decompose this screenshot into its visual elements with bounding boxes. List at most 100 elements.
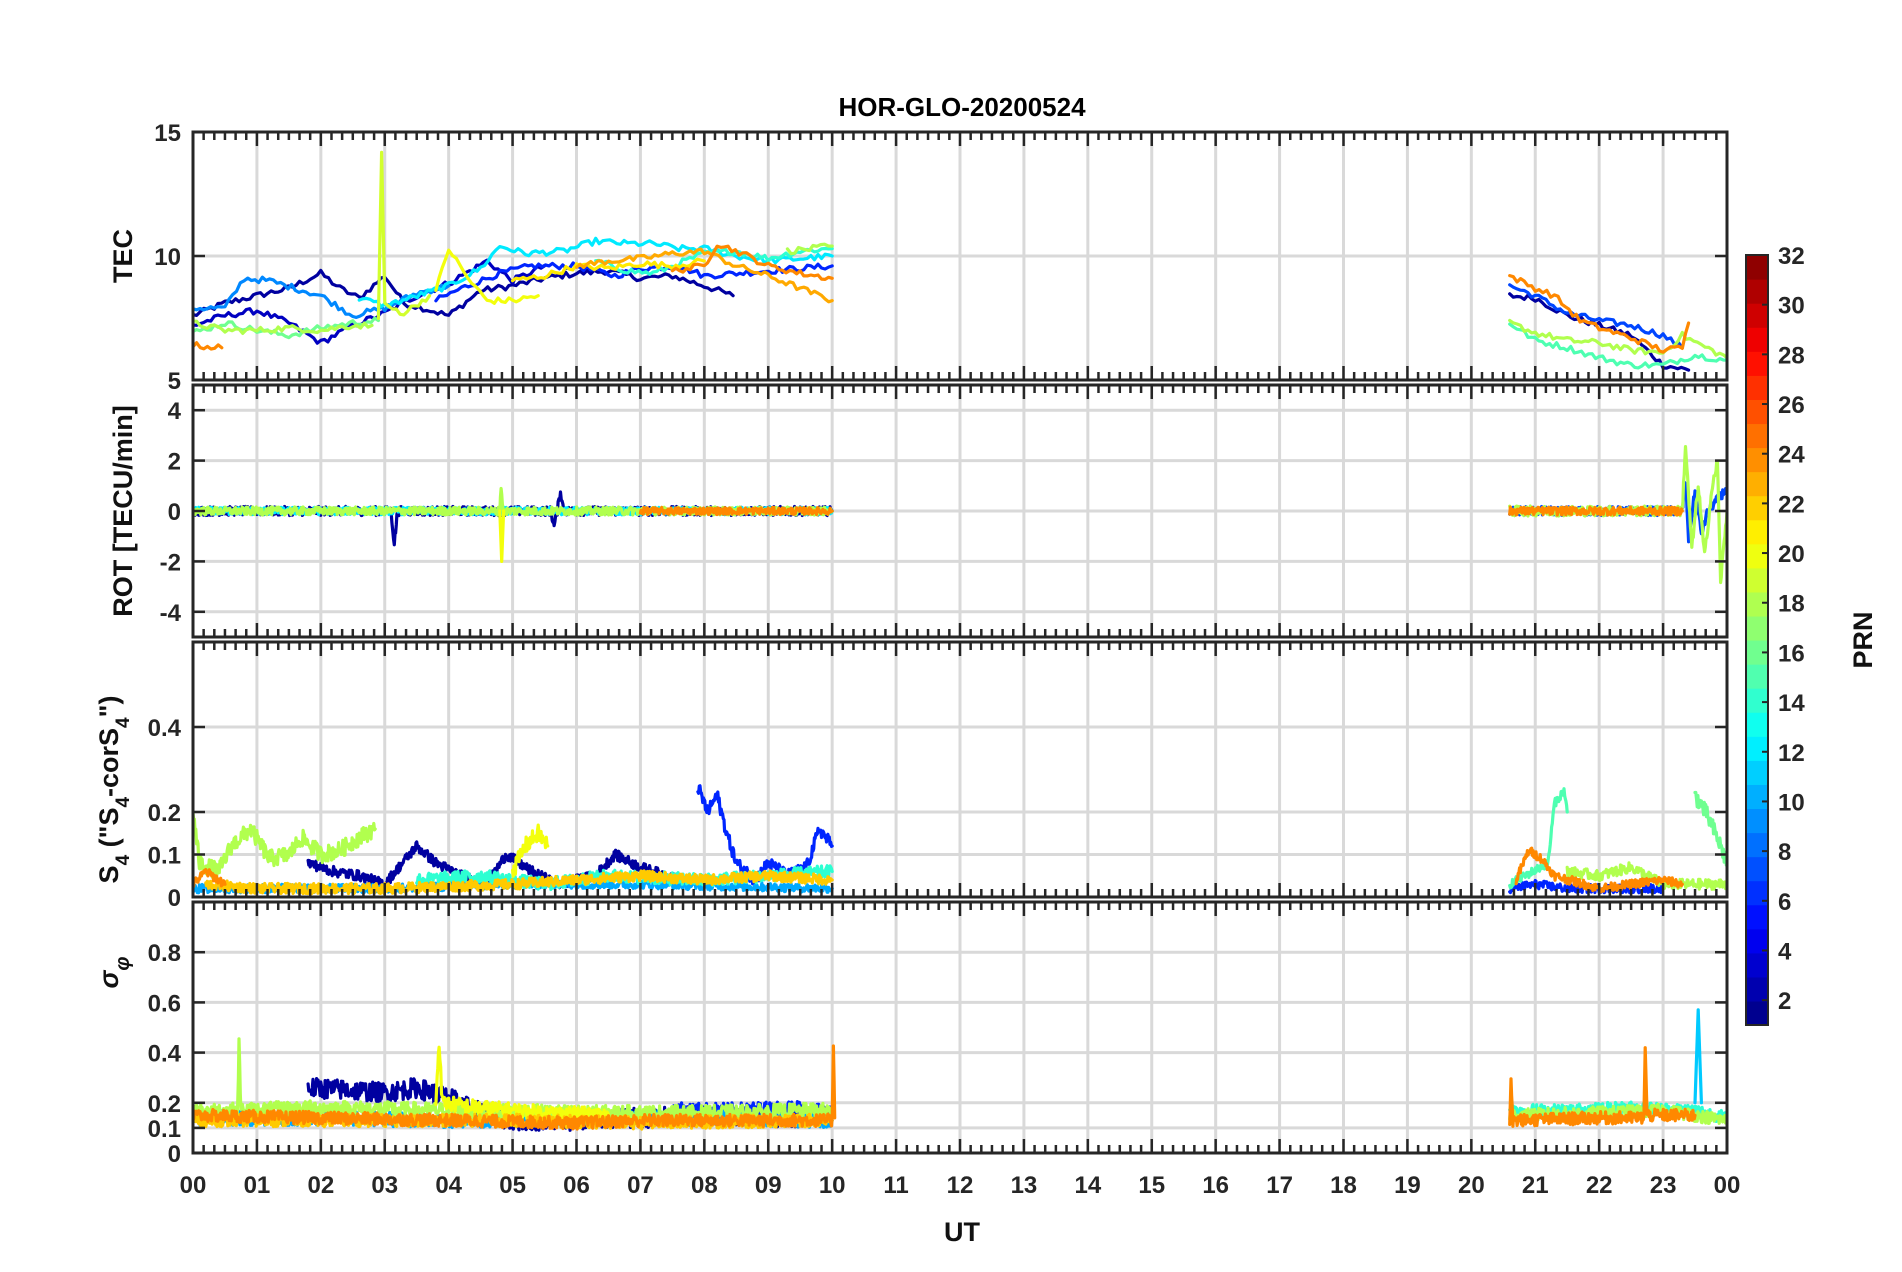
x-tick-marks: [191, 132, 1729, 380]
colorbar-segment: [1746, 591, 1768, 617]
colorbar-tick-label: 14: [1778, 690, 1805, 717]
y-tick-label: 0.1: [148, 843, 181, 870]
colorbar-segment: [1746, 495, 1768, 521]
y-tick-label: -4: [160, 600, 182, 627]
panel-grid: [193, 642, 1727, 897]
series-prn-18-tec-12: [1508, 318, 1727, 360]
series-prn-9-tec-5: [193, 275, 451, 319]
y-tick-label: 0: [168, 885, 181, 912]
panel-s4: 00.10.20.4S4 ("S4-corS4"): [94, 640, 1729, 912]
y-tick-label: 0.4: [148, 715, 182, 742]
colorbar-tick-label: 20: [1778, 541, 1805, 568]
y-tick-label: 0: [168, 499, 181, 526]
colorbar-segment: [1746, 279, 1768, 304]
x-tick-label: 13: [1011, 1172, 1038, 1199]
series-prn-24-tec-19: [1508, 274, 1691, 354]
y-axis-label-part: σ: [94, 970, 124, 989]
series-prn-20-sigma-7: [434, 1045, 611, 1124]
colorbar-segment: [1746, 303, 1768, 328]
series-prn-3-tec-2: [193, 258, 547, 345]
series-prn-24-tec-17: [193, 341, 224, 351]
colorbar-tick-label: 16: [1778, 640, 1805, 667]
colorbar-segment: [1746, 640, 1768, 665]
y-axis-label-s4: S4 ("S4-corS4"): [94, 696, 134, 884]
colorbar-segment: [1746, 447, 1768, 473]
colorbar-segment: [1746, 808, 1768, 834]
colorbar-tick-label: 10: [1778, 789, 1805, 816]
series-prn-23-tec-16: [574, 247, 834, 304]
colorbar-segment: [1746, 375, 1768, 400]
x-tick-label: 19: [1394, 1172, 1421, 1199]
chart-title: HOR-GLO-20200524: [838, 92, 1086, 122]
panel-rot: -4 -2 0 2 4 ROT [TECU/min]: [108, 383, 1729, 639]
y-axis-label-part: "): [94, 696, 124, 718]
colorbar-segment: [1746, 519, 1768, 545]
colorbar-segment: [1746, 399, 1768, 425]
x-tick-marks: [191, 385, 1729, 637]
x-tick-label: 00: [1714, 1172, 1741, 1199]
y-axis-rot: -4 -2 0 2 4: [160, 398, 1727, 627]
colorbar-tick-label: 6: [1778, 889, 1791, 916]
colorbar-segment: [1746, 880, 1768, 906]
x-tick-label: 08: [691, 1172, 718, 1199]
y-tick-label: 0.1: [148, 1116, 181, 1143]
x-tick-marks: [191, 902, 1729, 1153]
x-tick-label: 18: [1330, 1172, 1357, 1199]
x-tick-label: 12: [947, 1172, 974, 1199]
x-tick-marks: [191, 642, 1729, 897]
y-tick-label: 0.2: [148, 1091, 181, 1118]
series-prn-18-tec-10: [193, 319, 374, 335]
series-prn-19-tec-13: [376, 150, 432, 320]
y-axis-label-part: 4: [113, 854, 134, 865]
x-tick-label: 21: [1522, 1172, 1549, 1199]
series-prn-18-s4-7: [193, 811, 377, 880]
series-prn-24-sigma-9: [193, 1044, 837, 1131]
panel-series: [193, 150, 1727, 372]
colorbar-segment: [1746, 832, 1768, 858]
colorbar-segment: [1746, 255, 1768, 280]
panel-series: [193, 445, 1727, 585]
colorbar-segment: [1746, 327, 1768, 352]
colorbar-segment: [1746, 471, 1768, 497]
y-axis-sigma: 00.10.2 0.4 0.6 0.8: [148, 940, 1727, 1168]
y-axis-label-part: 4: [113, 797, 134, 808]
colorbar-tick-label: 28: [1778, 342, 1805, 369]
x-tick-label: 06: [563, 1172, 590, 1199]
x-tick-label: 17: [1266, 1172, 1293, 1199]
panel-sigma: 00.10.2 0.4 0.6 0.8 σφ: [94, 900, 1729, 1168]
x-axis-label: UT: [944, 1217, 980, 1247]
colorbar-tick-label: 32: [1778, 243, 1805, 270]
x-tick-label: 05: [499, 1172, 526, 1199]
y-axis-label-part: φ: [112, 957, 134, 971]
y-tick-label: 15: [154, 120, 181, 147]
y-axis-label-part: 4: [113, 717, 134, 728]
colorbar-tick-label: 2: [1778, 988, 1791, 1015]
colorbar-segment: [1746, 928, 1768, 954]
y-axis-label-part: -corS: [94, 728, 124, 797]
series-prn-16-tec-9: [193, 316, 380, 340]
colorbar-segment: [1746, 736, 1768, 761]
colorbar-tick-label: 4: [1778, 938, 1792, 965]
y-axis-s4: 0 0.1 0.2 0.4: [148, 715, 1727, 912]
y-axis-label-tec: TEC: [108, 229, 138, 283]
y-tick-label: -2: [160, 549, 181, 576]
panel-grid: [193, 385, 1727, 637]
x-tick-label: 11: [883, 1172, 908, 1199]
colorbar-segment: [1746, 351, 1768, 376]
series-prn-20-tec-14: [434, 248, 540, 305]
series-prn-18-tec-11: [785, 242, 834, 256]
colorbar-frame: [1745, 254, 1769, 1026]
colorbar-tick-label: 8: [1778, 839, 1791, 866]
x-tick-label: 20: [1458, 1172, 1485, 1199]
colorbar-segment: [1746, 664, 1768, 689]
y-tick-label: 0: [168, 1141, 181, 1168]
colorbar-tick-label: 12: [1778, 740, 1805, 767]
x-tick-label: 10: [819, 1172, 846, 1199]
y-tick-label: 0.8: [148, 940, 181, 967]
y-axis-label-part: ("S: [94, 808, 124, 855]
series-prn-18-s4-8: [1565, 861, 1727, 891]
series-prn-20-rot-5: [498, 509, 506, 563]
colorbar-tick-label: 24: [1778, 442, 1805, 469]
colorbar-segment: [1746, 952, 1768, 978]
colorbar-segment: [1746, 688, 1768, 713]
